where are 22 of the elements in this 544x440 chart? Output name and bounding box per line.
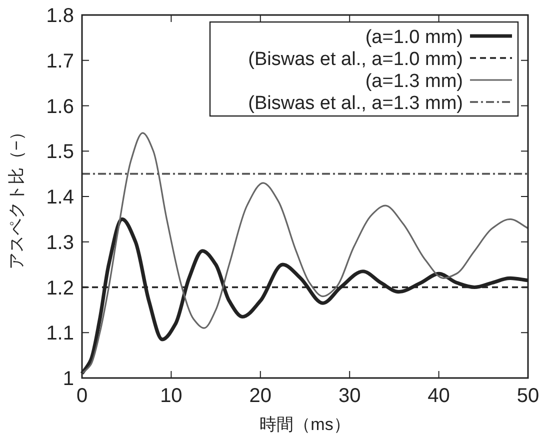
y-axis-title: アスペクト比（−） — [7, 124, 26, 270]
y-tick-label: 1.2 — [46, 277, 74, 300]
x-tick-label: 10 — [160, 385, 182, 407]
legend-label: (Biswas et al., a=1.3 mm) — [248, 93, 463, 114]
x-axis-title: 時間（ms） — [260, 415, 350, 434]
line-series — [81, 132, 529, 374]
y-tick-label: 1.7 — [46, 50, 74, 72]
y-tick-label: 1.1 — [46, 322, 74, 345]
y-tick-label: 1.5 — [46, 141, 74, 164]
y-tick-label: 1.8 — [46, 5, 74, 27]
y-tick-label: 1.4 — [46, 186, 74, 208]
y-tick-label: 1.3 — [46, 232, 74, 254]
x-tick-label: 40 — [428, 385, 450, 407]
y-tick-label: 1 — [62, 368, 74, 390]
x-tick-label: 20 — [249, 385, 272, 407]
x-tick-label: 0 — [76, 385, 88, 407]
x-tick-label: 50 — [516, 385, 540, 407]
legend-label: (Biswas et al., a=1.0 mm) — [248, 49, 463, 70]
y-tick-label: 1.6 — [46, 96, 74, 118]
legend-label: (a=1.0 mm) — [365, 27, 463, 48]
legend-label: (a=1.3 mm) — [365, 71, 463, 92]
x-tick-label: 30 — [338, 385, 361, 407]
